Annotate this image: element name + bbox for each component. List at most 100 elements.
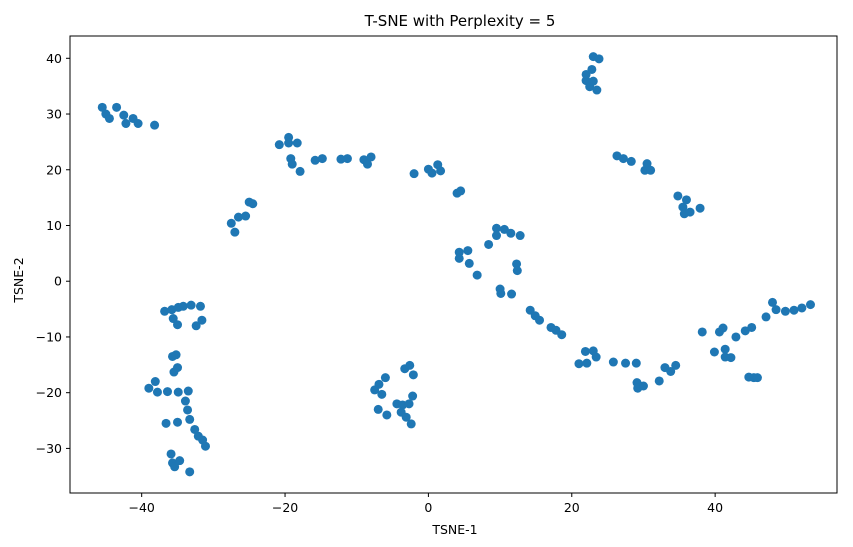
plot-area-frame	[69, 35, 838, 494]
data-point	[183, 386, 193, 396]
data-point	[695, 203, 705, 213]
x-tick-label: −20	[272, 500, 298, 515]
data-point	[295, 166, 305, 176]
data-point	[631, 358, 641, 368]
data-point	[506, 228, 516, 238]
data-point	[248, 199, 258, 209]
data-point	[160, 306, 170, 316]
data-point	[362, 159, 372, 169]
data-point	[97, 102, 107, 112]
data-point	[654, 376, 664, 386]
data-point	[472, 270, 482, 280]
data-point	[507, 289, 517, 299]
data-point	[409, 169, 419, 179]
data-point	[761, 312, 771, 322]
data-point	[380, 373, 390, 383]
data-point	[171, 350, 181, 360]
x-tick-label: 20	[564, 500, 580, 515]
data-point	[608, 357, 618, 367]
data-point	[197, 315, 207, 325]
data-point	[588, 76, 598, 86]
data-point	[427, 168, 437, 178]
data-point	[492, 231, 502, 241]
data-point	[287, 159, 297, 169]
data-point	[638, 381, 648, 391]
data-point	[144, 383, 154, 393]
data-point	[373, 404, 383, 414]
data-point	[175, 456, 185, 466]
x-tick-label: 0	[424, 500, 432, 515]
data-point	[515, 231, 525, 241]
data-point	[382, 410, 392, 420]
data-point	[230, 227, 240, 237]
data-point	[463, 246, 473, 256]
data-point	[591, 352, 601, 362]
y-axis-ticks: −30 −20 −10 0 10 20 30 40	[36, 51, 70, 456]
x-axis-label: TSNE-1	[431, 522, 477, 537]
y-tick-label: 0	[54, 274, 62, 289]
data-point	[150, 377, 160, 387]
data-point	[374, 379, 384, 389]
data-point	[642, 159, 652, 169]
data-point	[697, 327, 707, 337]
data-point	[366, 152, 376, 162]
data-point	[797, 303, 807, 313]
data-point	[406, 419, 416, 429]
data-point	[780, 306, 790, 316]
y-tick-label: −20	[36, 385, 62, 400]
data-point	[685, 207, 695, 217]
data-point	[789, 305, 799, 315]
data-point	[771, 305, 781, 315]
data-point	[310, 155, 320, 165]
data-point	[173, 363, 183, 373]
data-point	[166, 449, 176, 459]
data-point	[436, 166, 446, 176]
data-point	[512, 266, 522, 276]
data-point	[226, 218, 236, 228]
data-point	[726, 353, 736, 363]
y-tick-label: 10	[46, 218, 62, 233]
data-point	[405, 360, 415, 370]
data-point	[557, 330, 567, 340]
data-point	[484, 239, 494, 249]
data-point	[464, 258, 474, 268]
data-point	[673, 191, 683, 201]
data-point	[274, 140, 284, 150]
data-point	[121, 119, 131, 128]
data-point	[190, 424, 200, 434]
data-point	[284, 138, 294, 148]
data-point	[408, 370, 418, 380]
data-point	[671, 360, 681, 370]
data-point	[233, 212, 243, 222]
data-point	[594, 54, 604, 64]
data-point	[152, 387, 162, 397]
data-point	[173, 320, 183, 330]
y-tick-label: 20	[46, 162, 62, 177]
data-point	[112, 102, 122, 112]
data-point	[185, 467, 195, 477]
data-point	[195, 301, 205, 311]
data-point	[178, 301, 188, 311]
data-point	[587, 64, 597, 74]
data-point	[499, 224, 509, 234]
data-point	[401, 412, 411, 422]
data-point	[191, 321, 201, 331]
x-tick-label: 40	[707, 500, 723, 515]
data-point	[119, 110, 129, 120]
chart-title: T-SNE with Perplexity = 5	[364, 12, 556, 30]
data-point	[621, 358, 631, 368]
data-point	[161, 418, 171, 428]
data-point	[186, 300, 196, 310]
data-point	[150, 120, 160, 130]
data-point	[183, 405, 193, 415]
data-point	[241, 211, 251, 221]
data-point	[342, 154, 352, 164]
data-point	[408, 391, 418, 401]
data-point	[170, 462, 180, 472]
data-point	[618, 154, 628, 164]
data-point	[574, 359, 584, 369]
data-point	[317, 154, 327, 164]
data-point	[752, 373, 762, 383]
data-point	[492, 223, 502, 233]
